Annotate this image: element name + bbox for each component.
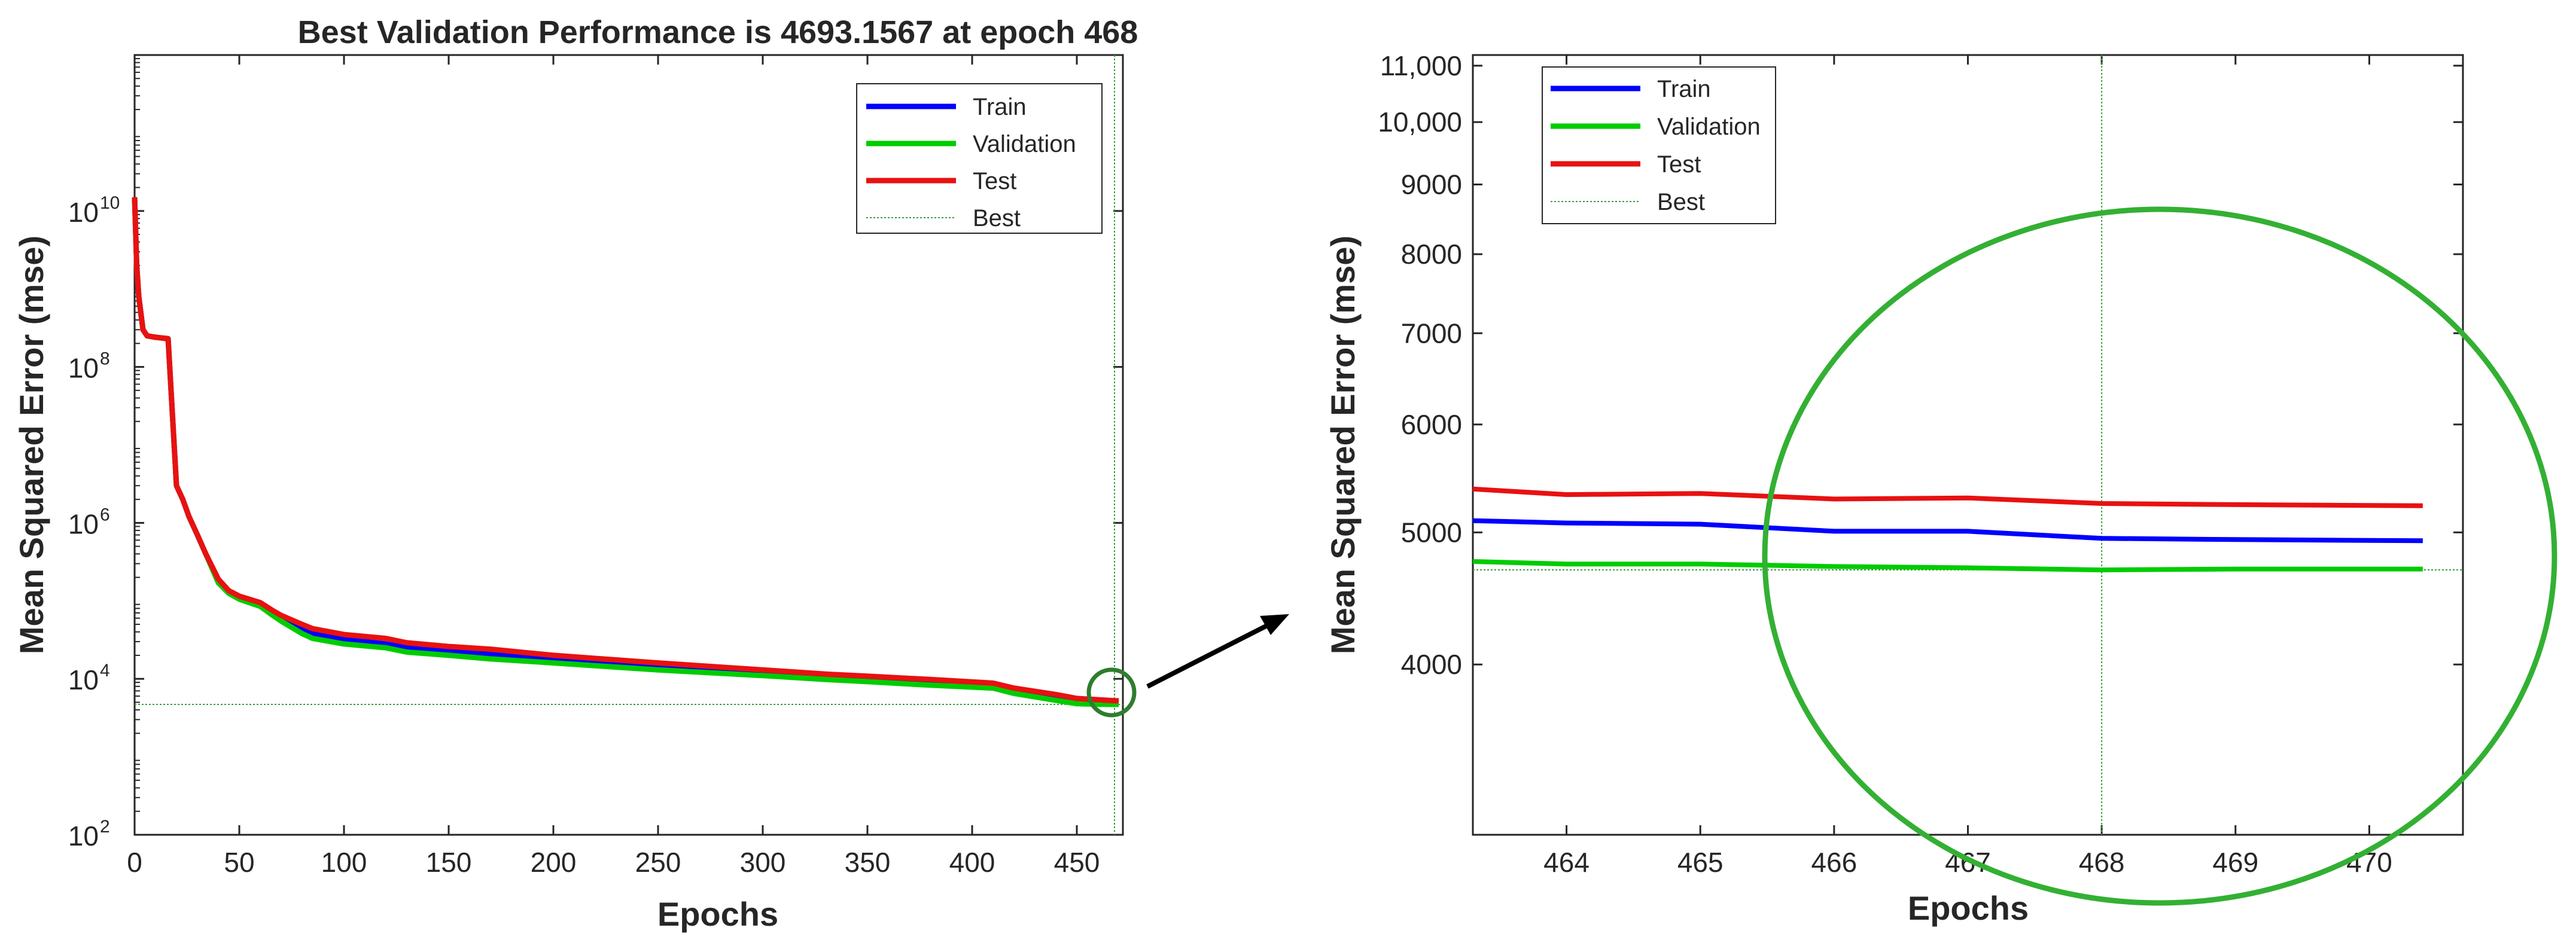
left-chart-title: Best Validation Performance is 4693.1567… bbox=[298, 14, 1138, 50]
right-legend-box bbox=[1542, 66, 1776, 224]
right-y-tick-label: 9000 bbox=[1401, 169, 1462, 200]
left-y-tick-label: 10 bbox=[68, 353, 99, 384]
right-y-tick-label: 8000 bbox=[1401, 239, 1462, 270]
right-y-tick-label: 5000 bbox=[1401, 517, 1462, 548]
left-highlight-circle bbox=[1086, 667, 1137, 718]
left-x-tick-label: 250 bbox=[635, 847, 681, 878]
left-legend-label-best: Best bbox=[973, 205, 1021, 231]
right-y-axis-label: Mean Squared Error (mse) bbox=[1324, 236, 1362, 654]
left-y-tick-label: 10 bbox=[68, 820, 99, 852]
left-x-tick-label: 100 bbox=[321, 847, 367, 878]
right-x-tick-label: 464 bbox=[1543, 847, 1590, 878]
right-x-tick-label: 466 bbox=[1811, 847, 1857, 878]
right-y-tick-label: 10,000 bbox=[1378, 106, 1462, 138]
left-x-tick-label: 150 bbox=[426, 847, 472, 878]
left-y-tick-exponent: 2 bbox=[100, 817, 110, 837]
left-y-tick-exponent: 8 bbox=[100, 349, 110, 369]
right-y-tick-label: 6000 bbox=[1401, 409, 1462, 440]
left-y-tick-exponent: 4 bbox=[100, 661, 110, 680]
left-x-tick-label: 50 bbox=[224, 847, 254, 878]
left-y-tick-label: 10 bbox=[68, 197, 99, 228]
left-series bbox=[132, 197, 1119, 707]
left-legend-label-test: Test bbox=[973, 168, 1016, 194]
left-y-tick-label: 10 bbox=[68, 664, 99, 695]
left-x-tick-label: 0 bbox=[127, 847, 142, 878]
right-series-validation-line bbox=[1472, 559, 2423, 573]
left-y-tick-label: 10 bbox=[68, 508, 99, 539]
right-y-tick-label: 11,000 bbox=[1380, 50, 1462, 81]
right-legend-label-best: Best bbox=[1657, 189, 1705, 215]
zoom-arrow-line bbox=[1146, 620, 1275, 689]
left-x-tick-label: 300 bbox=[740, 847, 786, 878]
right-best-markers bbox=[1473, 55, 2463, 835]
right-highlight-ellipse bbox=[1762, 206, 2557, 906]
left-x-tick-label: 350 bbox=[845, 847, 891, 878]
left-x-axis-label: Epochs bbox=[657, 895, 778, 933]
left-legend: Train Validation Test Best bbox=[856, 83, 1103, 234]
right-chart: 464 465 466 467 468 469 4704000500060007000800… bbox=[1324, 50, 2557, 927]
right-x-tick-label: 469 bbox=[2212, 847, 2258, 878]
right-legend-label-validation: Validation bbox=[1657, 114, 1761, 140]
right-x-axis-label: Epochs bbox=[1908, 889, 2029, 927]
zoom-arrow bbox=[1146, 614, 1289, 689]
right-legend: Train Validation Test Best bbox=[1542, 66, 1776, 224]
right-y-tick-label: 4000 bbox=[1401, 649, 1462, 680]
left-series-test-line bbox=[132, 197, 1119, 704]
left-y-axis-label: Mean Squared Error (mse) bbox=[13, 236, 50, 654]
left-chart: Best Validation Performance is 4693.1567… bbox=[13, 14, 1138, 933]
right-legend-label-train: Train bbox=[1657, 76, 1711, 102]
right-series bbox=[1472, 486, 2423, 573]
right-legend-label-test: Test bbox=[1657, 151, 1701, 178]
left-x-tick-label: 400 bbox=[949, 847, 995, 878]
left-x-tick-label: 450 bbox=[1054, 847, 1100, 878]
left-legend-label-train: Train bbox=[973, 94, 1027, 120]
left-x-tick-label: 200 bbox=[531, 847, 577, 878]
right-x-tick-label: 465 bbox=[1677, 847, 1724, 878]
right-series-test-line bbox=[1472, 486, 2423, 508]
left-y-tick-exponent: 6 bbox=[100, 505, 110, 524]
right-series-train-line bbox=[1472, 518, 2423, 544]
left-y-tick-exponent: 10 bbox=[100, 193, 120, 213]
right-x-tick-label: 468 bbox=[2079, 847, 2125, 878]
zoom-arrow-head bbox=[1260, 614, 1289, 635]
left-legend-label-validation: Validation bbox=[973, 131, 1076, 157]
right-y-tick-label: 7000 bbox=[1401, 318, 1462, 349]
